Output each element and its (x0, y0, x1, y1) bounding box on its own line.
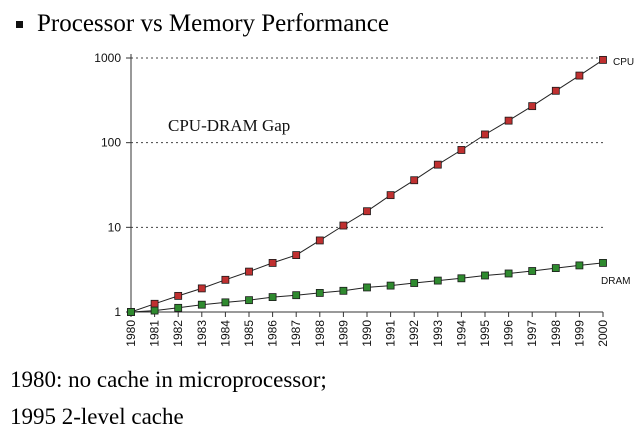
cpu-point-1987 (292, 251, 301, 259)
performance-chart: 1 10 100 1000 1980 1981 1982 1983 1984 1985 1986 19… (94, 51, 634, 347)
dram-point-2000 (599, 259, 607, 267)
x-tick-label-1989: 1989 (336, 320, 350, 347)
cpu-point-1989 (339, 221, 348, 230)
x-tick-label-1984: 1984 (218, 320, 232, 347)
cpu-point-1996 (504, 116, 513, 125)
cpu-point-1983 (197, 284, 206, 293)
gap-annotation: CPU-DRAM Gap (168, 116, 290, 135)
x-tick-label-1998: 1998 (549, 320, 563, 347)
dram-point-1997 (528, 267, 537, 275)
y-tick-label-1: 1 (114, 305, 121, 319)
y-tick-label-100: 100 (101, 136, 121, 150)
cpu-point-1994 (457, 146, 466, 154)
bullet-icon (16, 20, 23, 28)
x-tick-label-1982: 1982 (171, 320, 185, 347)
x-tick-label-1987: 1987 (289, 320, 303, 347)
footer-note-2: 1995 2-level cache (10, 404, 184, 429)
dram-point-1981 (150, 306, 159, 315)
dram-point-1985 (245, 296, 253, 305)
dram-point-1984 (221, 298, 230, 307)
y-tick-label-10: 10 (108, 220, 122, 234)
dram-point-1989 (339, 286, 348, 295)
cpu-point-1984 (221, 275, 230, 284)
cpu-point-1990 (363, 207, 371, 216)
x-tick-label-1999: 1999 (572, 320, 586, 347)
dram-point-1999 (575, 261, 584, 270)
cpu-point-1981 (150, 299, 159, 308)
x-tick-label-1996: 1996 (502, 320, 516, 347)
cpu-point-1991 (386, 191, 395, 200)
x-tick-label-1997: 1997 (525, 320, 539, 347)
cpu-point-1998 (551, 86, 560, 95)
dram-point-1987 (292, 291, 301, 300)
dram-point-1995 (481, 271, 489, 280)
cpu-point-1985 (245, 267, 253, 276)
x-tick-label-1995: 1995 (478, 320, 492, 347)
x-tick-label-1992: 1992 (407, 320, 421, 347)
x-tick-label-1985: 1985 (242, 320, 256, 347)
cpu-point-1993 (433, 160, 442, 169)
cpu-point-1992 (410, 176, 419, 185)
x-tick-label-1983: 1983 (195, 320, 209, 347)
dram-point-1982 (174, 303, 183, 312)
cpu-point-1995 (481, 130, 489, 139)
cpu-point-1997 (528, 102, 537, 111)
x-tick-label-1993: 1993 (431, 320, 445, 347)
dram-point-1996 (504, 269, 513, 278)
x-tick-label-1994: 1994 (454, 320, 468, 347)
x-tick-label-1990: 1990 (360, 320, 374, 347)
y-tick-label-1000: 1000 (94, 51, 121, 65)
x-tick-label-2000: 2000 (596, 320, 610, 347)
dram-point-1992 (410, 279, 419, 287)
x-tick-label-1991: 1991 (384, 320, 398, 347)
cpu-point-1988 (315, 236, 324, 245)
dram-point-1980 (127, 308, 135, 316)
dram-point-1988 (315, 289, 324, 297)
dram-point-1998 (551, 264, 560, 272)
dram-point-1991 (386, 281, 395, 290)
cpu-series-label: CPU (613, 57, 634, 68)
dram-point-1986 (268, 293, 277, 301)
cpu-point-1982 (174, 291, 183, 300)
heading-line: Processor vs Memory Performance (10, 6, 389, 42)
dram-series-label: DRAM (601, 276, 630, 287)
x-tick-label-1980: 1980 (124, 320, 138, 347)
slide-heading: Processor vs Memory Performance (37, 10, 389, 37)
x-tick-label-1986: 1986 (266, 320, 280, 347)
dram-point-1993 (433, 276, 442, 285)
x-tick-label-1988: 1988 (313, 320, 327, 347)
dram-point-1994 (457, 274, 466, 283)
dram-point-1990 (363, 283, 371, 292)
x-tick-label-1981: 1981 (148, 320, 162, 347)
cpu-point-1999 (575, 71, 584, 80)
footer-note-1: 1980: no cache in microprocessor; (10, 367, 327, 392)
dram-point-1983 (197, 300, 206, 309)
cpu-point-1986 (268, 259, 277, 267)
cpu-point-2000 (599, 55, 607, 64)
